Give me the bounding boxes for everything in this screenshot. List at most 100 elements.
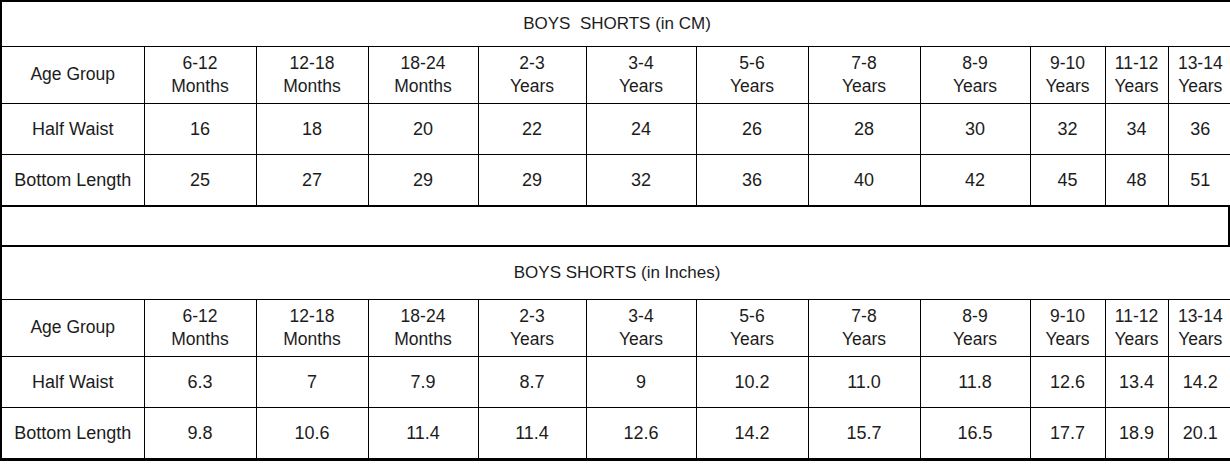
value-cell: 29 (478, 155, 586, 207)
age-unit-text: Years (921, 75, 1030, 98)
age-unit-text: Years (809, 75, 920, 98)
table-title-inches: BOYS SHORTS (in Inches) (1, 246, 1230, 300)
age-unit-text: Months (257, 75, 368, 98)
value-cell: 18.9 (1105, 408, 1168, 460)
value-cell: 10.6 (256, 408, 368, 460)
age-column-header: 5-6Years (696, 300, 808, 357)
value-cell: 16.5 (920, 408, 1030, 460)
value-cell: 15.7 (808, 408, 920, 460)
age-column-header: 6-12Months (144, 300, 256, 357)
size-table-cm: BOYS SHORTS (in CM) Age Group 6-12Months… (0, 0, 1230, 207)
value-cell: 10.2 (696, 357, 808, 408)
age-range-text: 6-12 (145, 305, 256, 328)
age-range-text: 11-12 (1106, 305, 1168, 328)
value-cell: 18 (256, 104, 368, 155)
age-column-header: 3-4Years (586, 300, 696, 357)
value-cell: 40 (808, 155, 920, 207)
table-row: Age Group 6-12Months 12-18Months 18-24Mo… (1, 300, 1230, 357)
age-range-text: 12-18 (257, 305, 368, 328)
age-column-header: 5-6Years (696, 47, 808, 104)
age-group-corner-cell: Age Group (1, 47, 144, 104)
value-cell: 20 (368, 104, 478, 155)
age-range-text: 3-4 (587, 305, 696, 328)
age-unit-text: Years (479, 75, 586, 98)
value-cell: 12.6 (1030, 357, 1105, 408)
age-column-header: 6-12Months (144, 47, 256, 104)
value-cell: 13.4 (1105, 357, 1168, 408)
age-range-text: 3-4 (587, 52, 696, 75)
table-row: Age Group 6-12Months 12-18Months 18-24Mo… (1, 47, 1230, 104)
table-row-half-waist: Half Waist 6.3 7 7.9 8.7 9 10.2 11.0 11.… (1, 357, 1230, 408)
value-cell: 48 (1105, 155, 1168, 207)
age-range-text: 9-10 (1031, 305, 1105, 328)
value-cell: 34 (1105, 104, 1168, 155)
age-unit-text: Years (587, 328, 696, 351)
value-cell: 11.0 (808, 357, 920, 408)
value-cell: 51 (1168, 155, 1230, 207)
age-range-text: 9-10 (1031, 52, 1105, 75)
age-unit-text: Years (697, 75, 808, 98)
age-range-text: 18-24 (369, 52, 478, 75)
age-column-header: 7-8Years (808, 47, 920, 104)
age-range-text: 13-14 (1169, 305, 1230, 328)
age-range-text: 13-14 (1169, 52, 1230, 75)
age-unit-text: Years (1106, 328, 1168, 351)
age-column-header: 11-12Years (1105, 47, 1168, 104)
value-cell: 11.8 (920, 357, 1030, 408)
row-label: Half Waist (1, 357, 144, 408)
value-cell: 6.3 (144, 357, 256, 408)
value-cell: 14.2 (696, 408, 808, 460)
age-range-text: 2-3 (479, 52, 586, 75)
age-unit-text: Years (697, 328, 808, 351)
age-unit-text: Months (257, 328, 368, 351)
value-cell: 26 (696, 104, 808, 155)
value-cell: 24 (586, 104, 696, 155)
age-range-text: 5-6 (697, 52, 808, 75)
age-column-header: 8-9Years (920, 47, 1030, 104)
row-label: Bottom Length (1, 408, 144, 460)
age-unit-text: Months (369, 328, 478, 351)
table-gap (0, 207, 1230, 245)
value-cell: 12.6 (586, 408, 696, 460)
value-cell: 11.4 (478, 408, 586, 460)
age-unit-text: Years (809, 328, 920, 351)
table-row: BOYS SHORTS (in CM) (1, 1, 1230, 47)
value-cell: 32 (586, 155, 696, 207)
age-range-text: 8-9 (921, 305, 1030, 328)
age-range-text: 8-9 (921, 52, 1030, 75)
age-group-corner-cell: Age Group (1, 300, 144, 357)
value-cell: 11.4 (368, 408, 478, 460)
age-unit-text: Years (1169, 328, 1230, 351)
age-range-text: 18-24 (369, 305, 478, 328)
value-cell: 42 (920, 155, 1030, 207)
size-table-inches: BOYS SHORTS (in Inches) Age Group 6-12Mo… (0, 245, 1230, 461)
value-cell: 29 (368, 155, 478, 207)
age-unit-text: Months (145, 328, 256, 351)
age-range-text: 2-3 (479, 305, 586, 328)
value-cell: 45 (1030, 155, 1105, 207)
age-column-header: 11-12Years (1105, 300, 1168, 357)
age-range-text: 5-6 (697, 305, 808, 328)
age-range-text: 12-18 (257, 52, 368, 75)
value-cell: 16 (144, 104, 256, 155)
age-column-header: 2-3Years (478, 300, 586, 357)
value-cell: 8.7 (478, 357, 586, 408)
age-unit-text: Months (369, 75, 478, 98)
age-column-header: 7-8Years (808, 300, 920, 357)
value-cell: 9 (586, 357, 696, 408)
row-label: Half Waist (1, 104, 144, 155)
age-column-header: 13-14Years (1168, 300, 1230, 357)
age-column-header: 2-3Years (478, 47, 586, 104)
value-cell: 7 (256, 357, 368, 408)
age-column-header: 12-18Months (256, 300, 368, 357)
age-column-header: 18-24Months (368, 47, 478, 104)
value-cell: 20.1 (1168, 408, 1230, 460)
value-cell: 22 (478, 104, 586, 155)
age-column-header: 18-24Months (368, 300, 478, 357)
age-range-text: 7-8 (809, 305, 920, 328)
age-column-header: 3-4Years (586, 47, 696, 104)
age-unit-text: Years (587, 75, 696, 98)
value-cell: 32 (1030, 104, 1105, 155)
age-unit-text: Years (479, 328, 586, 351)
age-column-header: 13-14Years (1168, 47, 1230, 104)
